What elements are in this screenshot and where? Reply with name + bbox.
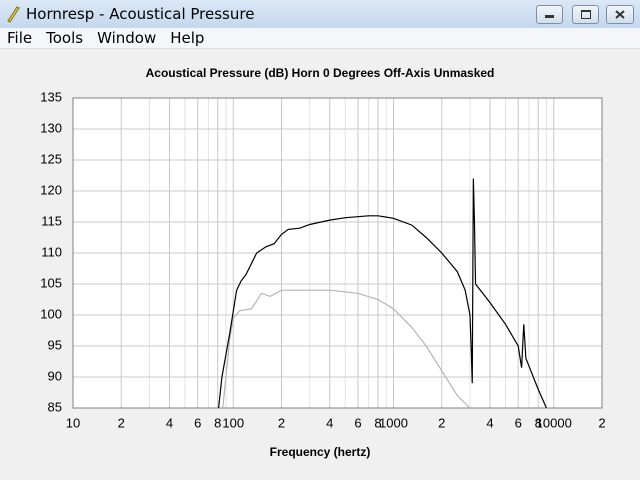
menu-item[interactable]: Tools bbox=[46, 29, 84, 47]
x-tick-label: 1000 bbox=[379, 415, 408, 430]
y-tick-label: 95 bbox=[48, 337, 62, 352]
y-tick-label: 120 bbox=[40, 182, 62, 197]
series-line bbox=[222, 289, 471, 408]
x-tick-label: 6 bbox=[354, 415, 361, 430]
y-tick-label: 85 bbox=[48, 399, 62, 414]
y-tick-label: 115 bbox=[41, 213, 62, 228]
chart: Acoustical Pressure (dB) Horn 0 Degrees … bbox=[40, 66, 605, 459]
x-tick-label: 2 bbox=[118, 415, 125, 430]
y-tick-label: 90 bbox=[48, 368, 62, 383]
menu-item[interactable]: File bbox=[7, 29, 33, 47]
menu-item[interactable]: Help bbox=[170, 29, 205, 47]
x-tick-label: 8 bbox=[535, 415, 542, 430]
x-tick-label: 6 bbox=[194, 415, 201, 430]
x-axis-label: Frequency (hertz) bbox=[270, 445, 371, 459]
menu-item[interactable]: Window bbox=[97, 29, 157, 47]
menu-bar: File Tools Window Help bbox=[0, 28, 640, 49]
x-tick-label: 4 bbox=[326, 415, 333, 430]
chart-title: Acoustical Pressure (dB) Horn 0 Degrees … bbox=[146, 66, 495, 80]
x-tick-label: 10000 bbox=[536, 415, 572, 430]
app-icon bbox=[7, 6, 20, 23]
x-tick-label: 6 bbox=[515, 415, 522, 430]
x-tick-label: 4 bbox=[486, 415, 493, 430]
x-tick-label: 8 bbox=[374, 415, 381, 430]
title-bar: Hornresp - Acoustical Pressure bbox=[0, 0, 640, 29]
x-tick-label: 2 bbox=[278, 415, 285, 430]
y-tick-label: 130 bbox=[40, 120, 62, 135]
x-tick-label: 4 bbox=[166, 415, 173, 430]
minimize-button[interactable] bbox=[536, 5, 563, 24]
x-tick-label: 8 bbox=[214, 415, 221, 430]
x-tick-label: 2 bbox=[438, 415, 445, 430]
y-tick-label: 105 bbox=[40, 275, 62, 290]
window-title: Hornresp - Acoustical Pressure bbox=[26, 5, 255, 23]
plot-series bbox=[217, 178, 547, 408]
plot-border bbox=[72, 97, 603, 409]
series-line bbox=[217, 178, 547, 408]
close-button[interactable] bbox=[606, 5, 634, 24]
x-tick-label: 10 bbox=[66, 415, 80, 430]
y-tick-label: 125 bbox=[40, 151, 62, 166]
maximize-button[interactable] bbox=[572, 5, 599, 24]
y-tick-label: 135 bbox=[40, 89, 62, 104]
y-tick-label: 100 bbox=[40, 306, 62, 321]
x-tick-label: 100 bbox=[222, 415, 244, 430]
y-tick-label: 110 bbox=[41, 244, 62, 259]
x-tick-label: 2 bbox=[598, 415, 605, 430]
